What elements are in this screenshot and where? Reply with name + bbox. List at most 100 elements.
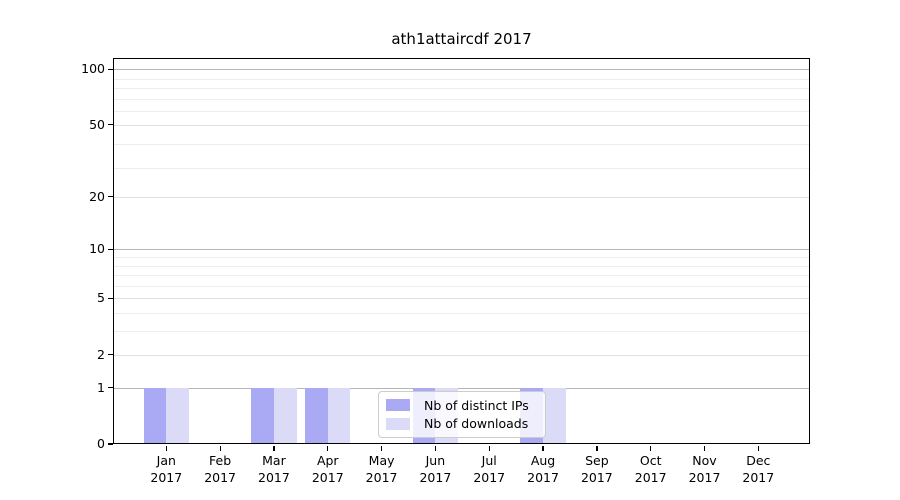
y-tick-label: 0 — [97, 436, 105, 451]
month-label: Nov — [692, 453, 717, 468]
x-tick — [434, 445, 437, 451]
gridline-minor — [113, 111, 810, 113]
month-label: Oct — [639, 453, 662, 468]
y-tick-label: 10 — [89, 241, 105, 257]
gridline-2 — [113, 354, 810, 356]
y-tick — [108, 124, 113, 126]
y-tick — [108, 443, 113, 445]
gridline-minor — [113, 285, 810, 287]
x-tick-label-apr: Apr 2017 — [286, 453, 370, 486]
legend-label: Nb of distinct IPs — [424, 397, 529, 413]
month-label: Sep — [585, 453, 609, 468]
x-tick — [273, 445, 275, 451]
month-label: Mar — [262, 453, 286, 468]
legend-swatch-icon — [386, 417, 410, 430]
month-label: Apr — [316, 453, 339, 468]
bar-distinct-ips — [251, 387, 274, 444]
month-label: Aug — [530, 453, 556, 468]
year-label: 2017 — [634, 469, 667, 485]
x-tick — [219, 445, 221, 451]
legend-row: Nb of distinct IPs — [386, 398, 538, 413]
gridline-5 — [113, 298, 810, 300]
month-label: Jun — [425, 453, 446, 468]
chart-title: ath1attaircdf 2017 — [391, 30, 532, 48]
month-label: May — [368, 453, 395, 468]
x-tick-label-sep: Sep 2017 — [555, 453, 639, 486]
x-tick-label-jun: Jun 2017 — [393, 453, 477, 486]
x-tick — [165, 445, 167, 451]
year-label: 2017 — [150, 469, 183, 485]
x-tick-label-aug: Aug 2017 — [501, 453, 585, 486]
x-tick — [327, 445, 329, 451]
gridline-50 — [113, 124, 810, 126]
y-tick — [108, 248, 113, 250]
year-label: 2017 — [419, 469, 452, 485]
bar-downloads — [543, 387, 566, 444]
year-label: 2017 — [742, 469, 775, 485]
year-label: 2017 — [473, 469, 506, 485]
gridline-minor — [113, 78, 810, 80]
year-label: 2017 — [365, 469, 398, 485]
bar-downloads — [166, 387, 189, 444]
x-tick — [542, 445, 544, 451]
gridline-minor — [113, 313, 810, 315]
year-label: 2017 — [688, 469, 721, 485]
y-tick — [108, 297, 113, 300]
month-label: Feb — [209, 453, 232, 468]
gridline-10 — [113, 249, 810, 251]
year-label: 2017 — [311, 469, 344, 485]
year-label: 2017 — [204, 469, 237, 485]
month-label: Jan — [156, 453, 176, 468]
gridline-minor — [113, 98, 810, 100]
legend-swatch-icon — [386, 399, 410, 412]
year-label: 2017 — [580, 469, 613, 485]
x-tick — [650, 445, 652, 451]
x-tick — [488, 445, 490, 451]
plot-area — [113, 58, 810, 444]
x-tick-label-oct: Oct 2017 — [609, 453, 693, 486]
year-label: 2017 — [258, 469, 290, 485]
y-tick — [108, 196, 113, 198]
legend-row: Nb of downloads — [386, 416, 538, 431]
gridline-minor — [113, 257, 810, 258]
x-tick-label-nov: Nov 2017 — [663, 453, 747, 486]
y-tick-label: 100 — [81, 61, 105, 77]
gridline-minor — [113, 144, 810, 146]
x-tick-label-jul: Jul 2017 — [447, 453, 531, 486]
y-tick-label: 1 — [97, 379, 105, 395]
month-label: Jul — [481, 453, 497, 468]
bar-downloads — [273, 387, 297, 444]
x-tick-label-feb: Feb 2017 — [178, 453, 262, 486]
y-tick — [108, 354, 113, 356]
y-tick — [108, 68, 113, 70]
legend-label: Nb of downloads — [424, 416, 529, 432]
x-tick-label-may: May 2017 — [340, 453, 424, 486]
gridline-20 — [113, 196, 810, 198]
x-tick — [757, 445, 760, 451]
year-label: 2017 — [527, 469, 559, 485]
gridline-minor — [113, 167, 810, 169]
gridline-minor — [113, 265, 810, 267]
x-tick-label-mar: Mar 2017 — [232, 453, 316, 486]
x-tick — [596, 445, 598, 451]
bar-distinct-ips — [143, 387, 167, 444]
gridline-minor — [113, 275, 810, 277]
gridline-minor — [113, 331, 810, 333]
x-tick — [380, 445, 383, 451]
gridline-minor — [113, 88, 810, 90]
bar-downloads — [327, 387, 351, 444]
x-tick — [703, 445, 706, 451]
y-tick — [108, 387, 113, 389]
legend: Nb of distinct IPs Nb of downloads — [378, 391, 546, 438]
x-tick-label-dec: Dec 2017 — [716, 453, 800, 486]
y-tick-label: 2 — [97, 346, 105, 362]
y-tick-label: 50 — [89, 116, 105, 132]
bar-distinct-ips — [305, 387, 328, 444]
x-tick-label-jan: Jan 2017 — [124, 453, 208, 486]
month-label: Dec — [746, 453, 771, 468]
y-tick-label: 5 — [97, 290, 105, 306]
gridline-1 — [113, 387, 810, 389]
gridline-100 — [113, 69, 810, 71]
y-tick-label: 20 — [89, 188, 105, 204]
